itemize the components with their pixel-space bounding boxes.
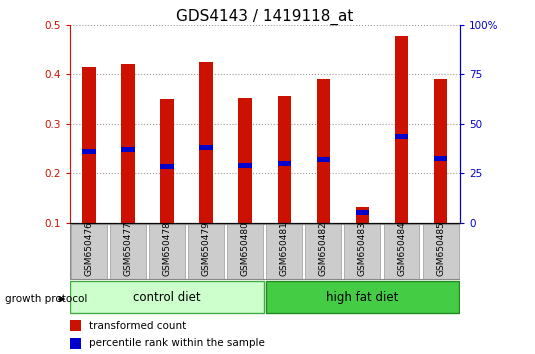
Bar	[305, 224, 341, 279]
Text: GSM650482: GSM650482	[319, 221, 328, 276]
Text: high fat diet: high fat diet	[326, 291, 399, 304]
Text: GSM650484: GSM650484	[397, 221, 406, 276]
Text: GSM650478: GSM650478	[163, 221, 172, 276]
Bar	[149, 224, 185, 279]
Bar	[121, 147, 135, 152]
Bar	[395, 134, 408, 139]
Text: GSM650479: GSM650479	[202, 221, 211, 276]
Bar	[278, 161, 291, 166]
Text: GSM650476: GSM650476	[85, 221, 94, 276]
Bar	[70, 281, 264, 313]
Bar	[434, 156, 447, 161]
Text: percentile rank within the sample: percentile rank within the sample	[89, 338, 265, 348]
Bar	[356, 207, 369, 223]
Bar	[239, 98, 252, 223]
Bar	[70, 320, 81, 331]
Bar	[188, 224, 224, 279]
Bar	[82, 149, 96, 154]
Bar	[110, 224, 146, 279]
Text: GSM650485: GSM650485	[436, 221, 445, 276]
Bar	[82, 67, 96, 223]
Text: GSM650481: GSM650481	[280, 221, 289, 276]
Bar	[434, 79, 447, 223]
Bar	[160, 164, 174, 169]
Text: GSM650477: GSM650477	[124, 221, 133, 276]
Bar	[395, 36, 408, 223]
Bar	[121, 64, 135, 223]
Bar	[265, 281, 460, 313]
Bar	[384, 224, 419, 279]
Bar	[227, 224, 263, 279]
Bar	[317, 79, 330, 223]
Bar	[345, 224, 380, 279]
Bar	[239, 163, 252, 168]
Bar	[200, 145, 213, 150]
Text: GSM650483: GSM650483	[358, 221, 367, 276]
Text: growth protocol: growth protocol	[5, 294, 88, 304]
Text: GDS4143 / 1419118_at: GDS4143 / 1419118_at	[176, 9, 354, 25]
Text: GSM650480: GSM650480	[241, 221, 250, 276]
Bar	[266, 224, 302, 279]
Bar	[160, 99, 174, 223]
Bar	[200, 62, 213, 223]
Bar	[356, 210, 369, 215]
Bar	[423, 224, 458, 279]
Bar	[70, 338, 81, 349]
Bar	[71, 224, 107, 279]
Bar	[278, 96, 291, 223]
Bar	[317, 157, 330, 162]
Text: transformed count: transformed count	[89, 321, 186, 331]
Text: control diet: control diet	[133, 291, 201, 304]
